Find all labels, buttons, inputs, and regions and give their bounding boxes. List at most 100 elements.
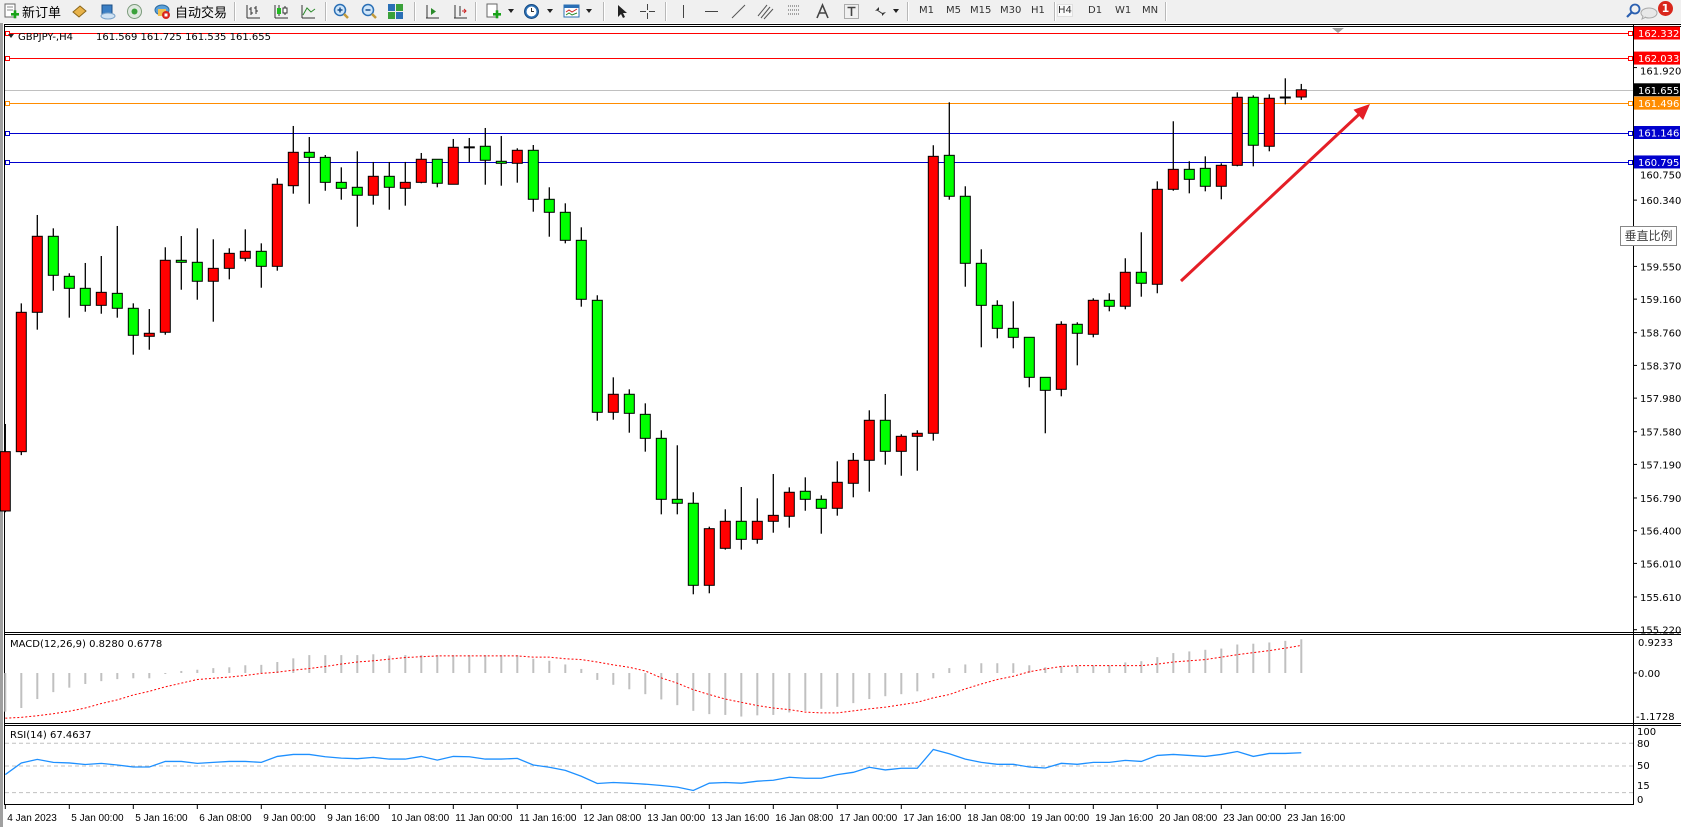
candle (143, 309, 155, 350)
vertical-scale-button[interactable]: 垂直比例 (1620, 226, 1677, 246)
toolbar-separator (414, 2, 416, 21)
trendline-icon (731, 4, 746, 19)
indicators-button[interactable] (485, 3, 502, 20)
arrows-dropdown-arrow[interactable] (893, 9, 899, 13)
text-button[interactable] (814, 3, 831, 20)
time-tick-label: 5 Jan 16:00 (135, 813, 188, 824)
candle-body (1135, 271, 1147, 284)
macd-histogram-bar (1284, 640, 1287, 673)
notification-badge[interactable]: 1 (1658, 1, 1673, 16)
candle (271, 178, 283, 271)
chart-shift-marker[interactable] (1332, 28, 1344, 33)
macd-histogram-bar (1236, 644, 1239, 673)
auto-trading-button[interactable]: 自动交易 (154, 3, 227, 21)
candlestick-button[interactable] (273, 3, 290, 20)
tile-windows-button[interactable] (387, 3, 404, 20)
time-tick-label: 12 Jan 08:00 (583, 813, 641, 824)
chart-shift-button[interactable] (452, 3, 469, 20)
macd-signal-line (5, 644, 1302, 719)
timeframe-m1[interactable]: M1 (919, 5, 934, 16)
arrow-head[interactable] (1353, 104, 1371, 120)
level-handle-left[interactable] (5, 31, 10, 36)
candle (591, 295, 603, 421)
candle (1295, 83, 1307, 100)
macd-histogram-bar (932, 673, 935, 679)
level-handle-left[interactable] (5, 56, 10, 61)
fibonacci-button[interactable] (786, 3, 803, 20)
zoom-out-button[interactable] (361, 3, 378, 20)
signals-button[interactable] (126, 3, 143, 20)
symbol-label: GBPJPY-,H4 (18, 32, 73, 43)
text-icon (816, 3, 829, 19)
macd-histogram-bar (724, 673, 727, 715)
timeframe-mn[interactable]: MN (1142, 5, 1159, 16)
macd-histogram-bar (532, 658, 535, 673)
candle (1183, 161, 1195, 194)
bar-chart-button[interactable] (245, 3, 262, 20)
time-tick-label: 13 Jan 00:00 (647, 813, 705, 824)
price-tick-label: 159.550 (1640, 262, 1681, 273)
time-tick-label: 18 Jan 08:00 (967, 813, 1025, 824)
level-handle-left[interactable] (5, 101, 10, 106)
candle-body (0, 451, 11, 512)
indicators-dropdown-arrow[interactable] (508, 9, 514, 13)
trendline-button[interactable] (730, 3, 747, 20)
timeframe-m5[interactable]: M5 (946, 5, 961, 16)
periods-button[interactable] (523, 3, 540, 20)
candle-body (1231, 96, 1243, 166)
candle (255, 243, 267, 288)
arrows-button[interactable] (872, 3, 889, 20)
timeframe-h4[interactable]: H4 (1057, 4, 1073, 17)
candle-body (15, 311, 27, 453)
arrow-shaft[interactable] (1179, 111, 1363, 283)
auto-scroll-button[interactable] (424, 3, 441, 20)
dropdown-triangle-icon[interactable] (8, 34, 14, 38)
candle (351, 151, 363, 227)
navigator-button[interactable] (99, 3, 116, 20)
candle (415, 152, 427, 184)
search-button[interactable] (1625, 3, 1642, 20)
timeframe-m15[interactable]: M15 (970, 5, 992, 16)
level-handle-left[interactable] (5, 160, 10, 165)
text-label-button[interactable] (843, 3, 860, 20)
line-chart-button[interactable] (300, 3, 317, 20)
macd-histogram-bar (260, 664, 263, 673)
toolbar-separator (907, 2, 909, 21)
cursor-button[interactable] (613, 3, 630, 20)
timeframe-w1[interactable]: W1 (1115, 5, 1132, 16)
zoom-in-button[interactable] (333, 3, 350, 20)
market-watch-button[interactable] (71, 3, 88, 20)
periods-dropdown-arrow[interactable] (547, 9, 553, 13)
new-order-button[interactable]: 新订单 (3, 3, 61, 21)
macd-histogram-bar (1156, 657, 1159, 673)
level-handle-right[interactable] (1628, 101, 1633, 106)
timeframe-h1[interactable]: H1 (1031, 5, 1045, 16)
time-axis: 4 Jan 2023 5 Jan 00:00 5 Jan 16:00 6 Jan 08… (4, 805, 1346, 824)
level-handle-right[interactable] (1628, 56, 1633, 61)
level-handle-right[interactable] (1628, 131, 1633, 136)
horizontal-line-button[interactable] (703, 3, 720, 20)
level-handle-right[interactable] (1628, 31, 1633, 36)
vertical-line-button[interactable] (675, 3, 692, 20)
timeframe-m30[interactable]: M30 (1000, 5, 1022, 16)
timeframe-d1[interactable]: D1 (1088, 5, 1103, 16)
equidistant-channel-button[interactable] (757, 3, 774, 20)
candle (1215, 163, 1227, 200)
templates-button[interactable] (563, 3, 580, 20)
trend-arrow[interactable] (1179, 104, 1371, 283)
time-tick-label: 23 Jan 00:00 (1223, 813, 1281, 824)
level-handle-left[interactable] (5, 131, 10, 136)
level-handle-right[interactable] (1628, 160, 1633, 165)
candle-body (319, 156, 331, 183)
time-tick-label: 19 Jan 00:00 (1031, 813, 1089, 824)
candle (1151, 181, 1163, 294)
horizontal-line-icon (705, 11, 718, 12)
chat-button[interactable] (1640, 3, 1658, 20)
time-tick-label: 13 Jan 16:00 (711, 813, 769, 824)
bid-price-label: 161.655 (1638, 86, 1679, 97)
crosshair-button[interactable] (639, 3, 656, 20)
templates-dropdown-arrow[interactable] (586, 9, 592, 13)
rsi-label: RSI(14) 67.4637 (10, 730, 91, 741)
macd-histogram-bar (580, 668, 583, 673)
